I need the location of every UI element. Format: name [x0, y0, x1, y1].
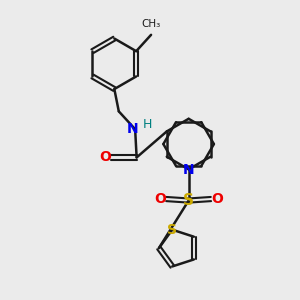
Text: N: N	[183, 163, 194, 177]
Text: O: O	[100, 150, 111, 164]
Text: O: O	[154, 192, 166, 206]
Text: N: N	[127, 122, 139, 136]
Text: H: H	[143, 118, 152, 131]
Text: CH₃: CH₃	[141, 20, 161, 29]
Text: S: S	[183, 193, 194, 208]
Text: O: O	[211, 192, 223, 206]
Text: S: S	[167, 223, 177, 237]
